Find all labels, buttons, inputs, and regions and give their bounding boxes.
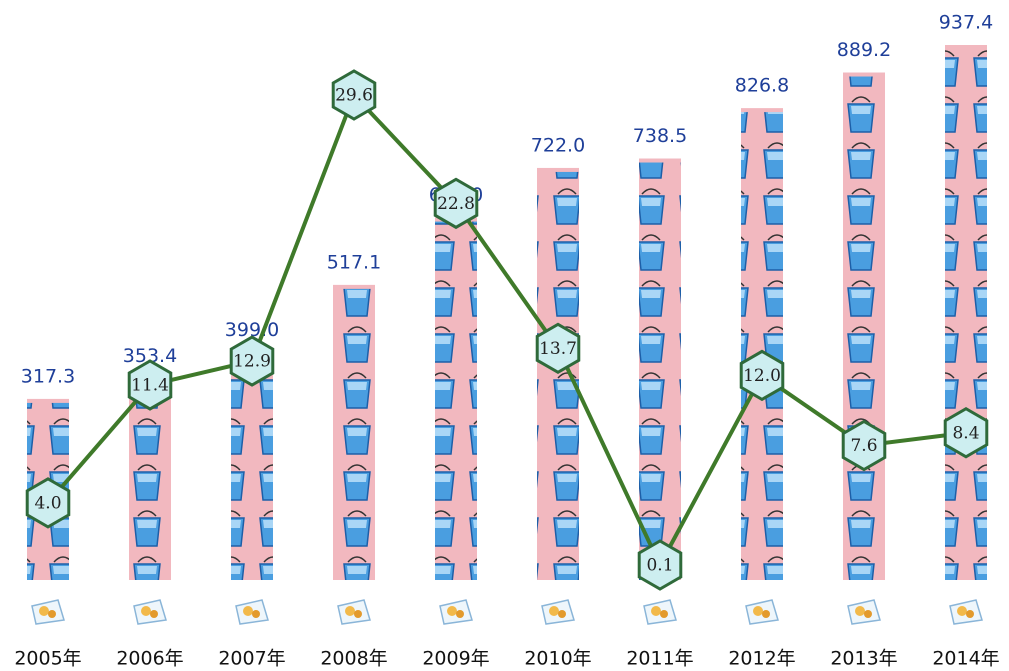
growth-line	[48, 95, 966, 565]
x-tick-label: 2009年	[422, 648, 489, 670]
category-icon	[236, 600, 268, 624]
x-tick-label: 2006年	[116, 648, 183, 670]
x-tick-label: 2013年	[830, 648, 897, 670]
x-tick-label: 2014年	[932, 648, 999, 670]
x-tick-label: 2008年	[320, 648, 387, 670]
icon-coin	[243, 606, 253, 616]
bar-value-label: 722.0	[531, 134, 585, 156]
icon-coin	[864, 610, 872, 618]
bar-pictograph	[435, 222, 477, 580]
x-tick-label: 2005年	[14, 648, 81, 670]
icon-coin	[855, 606, 865, 616]
icon-coin	[762, 610, 770, 618]
x-tick-label: 2012年	[728, 648, 795, 670]
bar-pictograph	[945, 49, 987, 580]
growth-value-label: 8.4	[952, 423, 979, 443]
category-icon	[338, 600, 370, 624]
bar-value-label: 889.2	[837, 39, 891, 61]
bar-value-label: 738.5	[633, 125, 687, 147]
bar-value-label: 517.1	[327, 251, 381, 273]
bar-value-label: 937.4	[939, 12, 993, 34]
page: {"chart_data": {"type": "bar-line", "cat…	[0, 0, 1009, 671]
bar-value-label: 317.3	[21, 365, 75, 387]
growth-value-label: 11.4	[131, 375, 169, 395]
category-icon	[848, 600, 880, 624]
icon-coin	[150, 610, 158, 618]
bar-pictograph	[639, 163, 681, 580]
icon-coin	[753, 606, 763, 616]
bar-pictograph	[741, 112, 783, 580]
icon-coin	[141, 606, 151, 616]
icon-coin	[660, 610, 668, 618]
growth-value-label: 29.6	[335, 86, 373, 106]
bar-pictograph	[333, 289, 375, 580]
growth-value-label: 13.7	[539, 339, 577, 359]
icon-coin	[966, 610, 974, 618]
growth-value-label: 22.8	[437, 194, 475, 214]
bar-pictograph	[843, 77, 885, 580]
bar-pictograph	[129, 382, 171, 580]
icon-coin	[456, 610, 464, 618]
x-tick-label: 2007年	[218, 648, 285, 670]
icon-coin	[651, 606, 661, 616]
category-icon	[134, 600, 166, 624]
category-icon	[542, 600, 574, 624]
category-icon	[746, 600, 778, 624]
chart: 317.32005年353.42006年399.02007年517.12008年…	[0, 0, 1009, 671]
icon-coin	[549, 606, 559, 616]
icon-coin	[558, 610, 566, 618]
category-icon	[644, 600, 676, 624]
growth-value-label: 4.0	[34, 493, 61, 513]
bar-value-label: 826.8	[735, 75, 789, 97]
icon-coin	[39, 606, 49, 616]
x-tick-label: 2011年	[626, 648, 693, 670]
category-icon	[950, 600, 982, 624]
icon-coin	[48, 610, 56, 618]
growth-value-label: 0.1	[646, 556, 673, 576]
icon-coin	[447, 606, 457, 616]
category-icon	[32, 600, 64, 624]
x-tick-label: 2010年	[524, 648, 591, 670]
growth-value-label: 12.9	[233, 352, 271, 372]
icon-coin	[345, 606, 355, 616]
icon-coin	[252, 610, 260, 618]
bar-pictograph	[231, 356, 273, 580]
growth-value-label: 7.6	[850, 436, 877, 456]
icon-coin	[957, 606, 967, 616]
icon-coin	[354, 610, 362, 618]
category-icon	[440, 600, 472, 624]
growth-value-label: 12.0	[743, 366, 781, 386]
